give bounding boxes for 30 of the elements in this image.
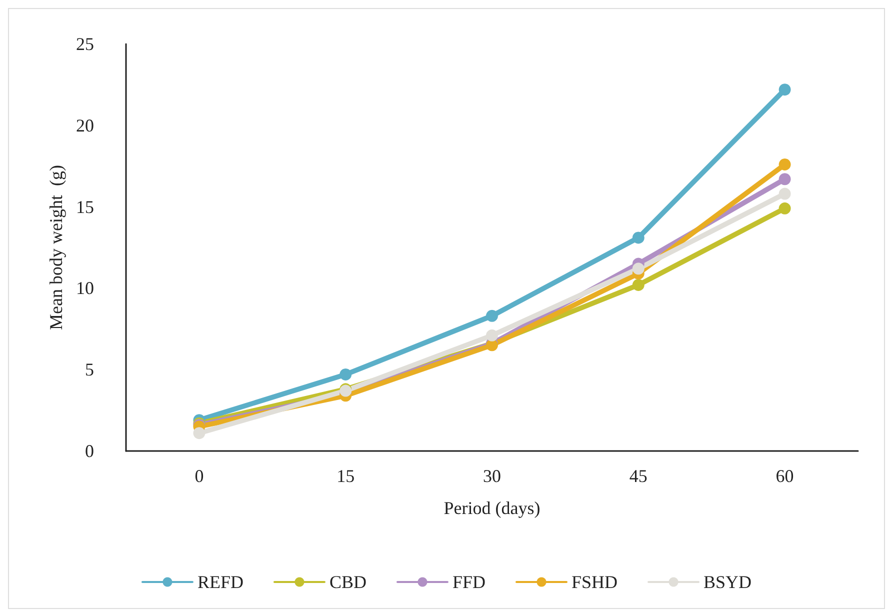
point (778, 173, 791, 186)
legend-label: BSYD (704, 572, 752, 592)
point (778, 158, 791, 170)
point (778, 202, 791, 214)
legend-label: FFD (452, 572, 486, 592)
legend-label: REFD (197, 572, 244, 592)
y-tick-label: 10 (76, 278, 94, 298)
y-tick-label: 25 (76, 34, 94, 54)
point (486, 329, 498, 342)
x-tick-label: 15 (336, 466, 355, 486)
point (632, 232, 644, 244)
x-axis-title: Period (days) (444, 498, 540, 518)
x-tick-label: 60 (776, 466, 794, 486)
point (632, 262, 644, 275)
point (193, 427, 206, 440)
y-axis-title: Mean body weight (g) (46, 165, 66, 330)
legend-label: FSHD (572, 572, 618, 592)
point (632, 278, 644, 291)
x-tick-label: 30 (483, 466, 501, 486)
point (778, 84, 791, 96)
y-tick-label: 15 (76, 196, 94, 217)
x-tick-label: 45 (629, 466, 648, 486)
legend-label: CBD (329, 572, 366, 592)
y-tick-label: 5 (85, 360, 94, 380)
x-tick-label: 0 (194, 466, 204, 486)
point (340, 368, 352, 380)
y-tick-label: 20 (76, 115, 94, 136)
point (486, 310, 498, 322)
point (778, 188, 791, 200)
y-tick-label: 0 (85, 441, 94, 461)
